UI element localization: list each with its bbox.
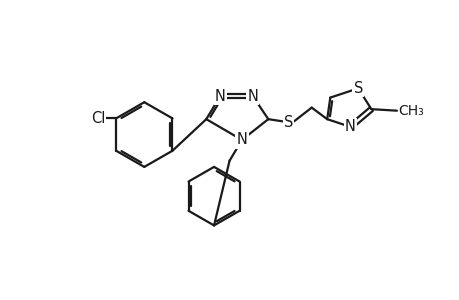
Text: N: N — [236, 132, 247, 147]
Text: S: S — [353, 81, 362, 96]
Text: N: N — [247, 88, 257, 104]
Text: CH₃: CH₃ — [397, 104, 423, 118]
Text: S: S — [283, 115, 292, 130]
Text: N: N — [344, 119, 355, 134]
Text: Cl: Cl — [91, 111, 105, 126]
Text: N: N — [214, 88, 225, 104]
